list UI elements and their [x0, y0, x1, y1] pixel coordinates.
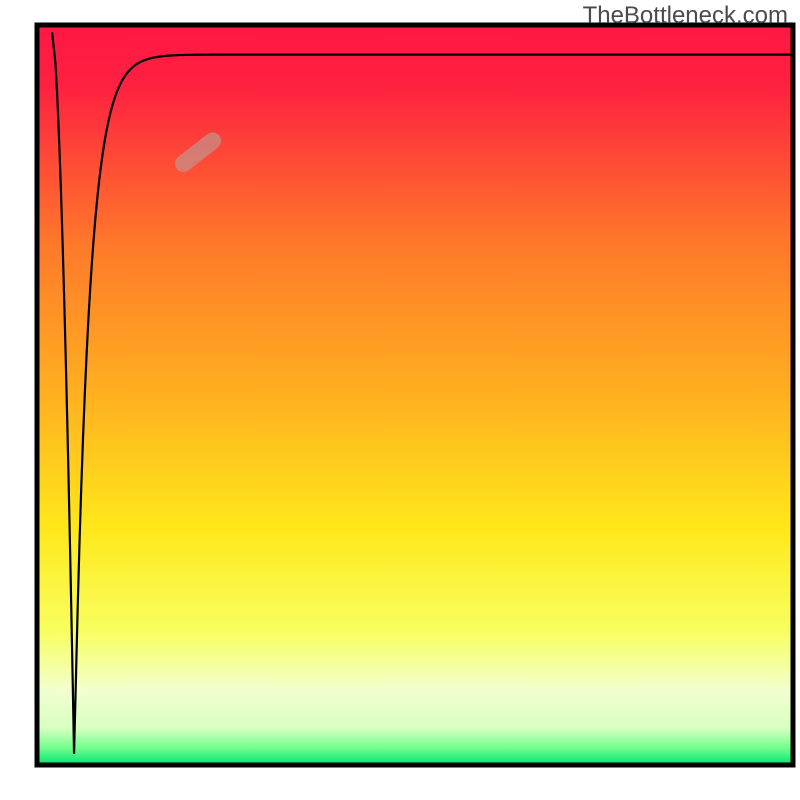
plot-gradient-fill	[37, 25, 793, 765]
chart-svg	[0, 0, 800, 800]
chart-stage: TheBottleneck.com	[0, 0, 800, 800]
attribution-text: TheBottleneck.com	[583, 2, 788, 30]
